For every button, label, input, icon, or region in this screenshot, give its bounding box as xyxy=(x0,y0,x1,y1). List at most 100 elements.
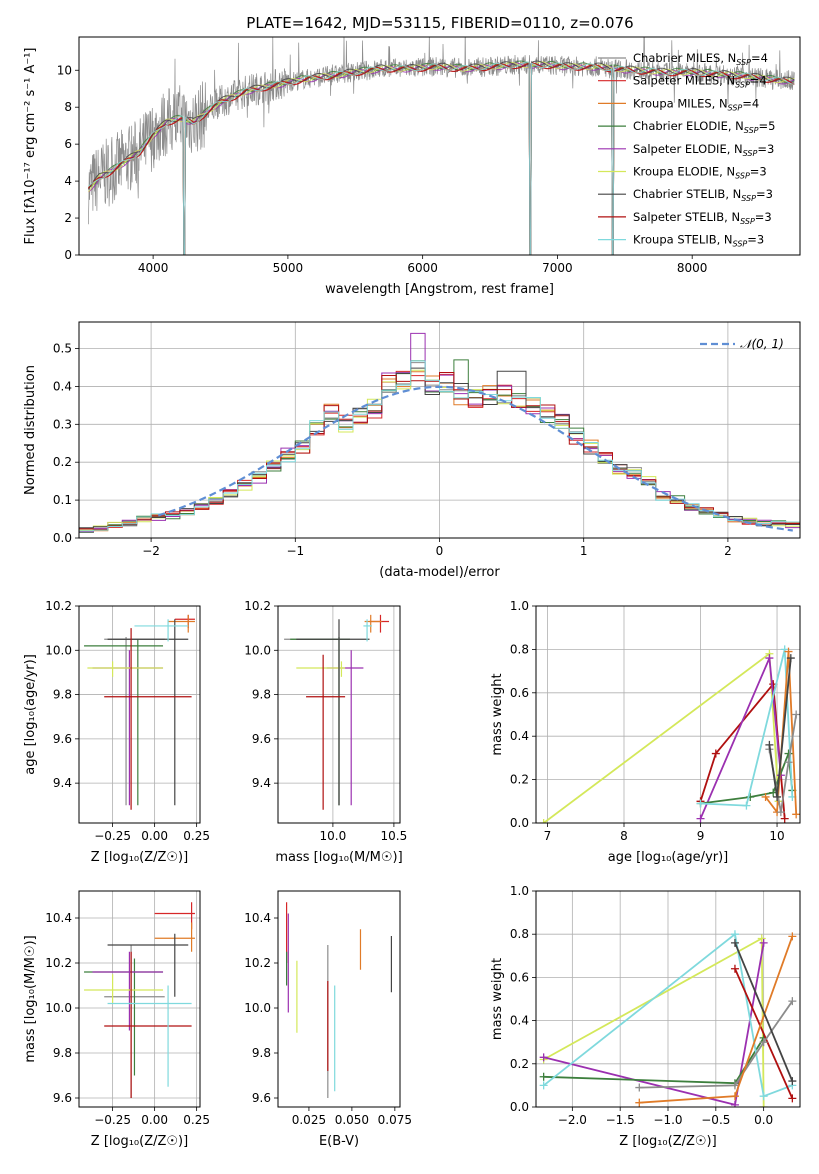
mass-weight-marker xyxy=(788,1077,797,1086)
age-vs-metallicity-ytick-label: 9.8 xyxy=(53,688,72,702)
mass-vs-metallicity-xtick-label: 0.00 xyxy=(141,1113,168,1127)
mass-vs-extinction-ytick-label: 9.8 xyxy=(252,1046,271,1060)
residual-histogram-xtick-label: 0 xyxy=(436,544,444,558)
normal-legend-label: 𝒩(0, 1) xyxy=(740,337,784,351)
age-vs-metallicity-xlabel: Z [log₁₀(Z/Z☉)] xyxy=(91,850,188,865)
mass-vs-metallicity-xtick-label: 0.25 xyxy=(183,1113,210,1127)
mass-weight-marker xyxy=(792,810,800,819)
age-vs-mass-xlabel: mass [log₁₀(M/M☉)] xyxy=(275,850,402,865)
mass-weight-vs-metallicity-xtick-label: −1.0 xyxy=(653,1113,682,1127)
model-spectrum-line xyxy=(88,61,795,255)
mass-vs-metallicity-ytick-label: 9.8 xyxy=(53,1046,72,1060)
mass-vs-metallicity-ytick-label: 10.2 xyxy=(45,956,72,970)
age-vs-mass-ytick-label: 10.0 xyxy=(244,643,271,657)
spectrum-xlabel: wavelength [Angstrom, rest frame] xyxy=(325,282,554,297)
age-vs-mass-frame xyxy=(277,605,401,824)
mass-weight-line xyxy=(543,932,793,1098)
age-vs-metallicity-xtick-label: −0.25 xyxy=(94,829,131,843)
mass-vs-metallicity-ytick-label: 10.0 xyxy=(45,1001,72,1015)
legend-label: Chabrier STELIB, NSSP=3 xyxy=(633,187,773,203)
residual-histogram-ytick-label: 0.0 xyxy=(53,531,72,545)
mass-weight-marker xyxy=(730,938,739,947)
mass-weight-marker xyxy=(539,819,548,823)
residual-histogram-xtick-label: −1 xyxy=(286,544,304,558)
model-spectrum-line xyxy=(88,61,795,255)
spectrum-ytick-label: 0 xyxy=(64,248,72,262)
residual-histogram-ytick-label: 0.5 xyxy=(53,342,72,356)
legend-label: Salpeter MILES, NSSP=4 xyxy=(633,74,767,90)
model-spectrum-line xyxy=(87,62,795,255)
legend-label: Kroupa STELIB, NSSP=3 xyxy=(633,233,764,249)
mass-weight-marker xyxy=(635,1098,644,1107)
age-vs-metallicity-crosses xyxy=(84,614,195,810)
legend-label: Kroupa ELODIE, NSSP=3 xyxy=(633,165,767,181)
mass-vs-extinction-panel: 0.025 0.050 0.075 9.6 9.8 10.0 10.2 10.4 E(B-V) xyxy=(244,890,412,1149)
mass-vs-metallicity-frame xyxy=(78,890,201,1108)
mass-weight-vs-metallicity-xtick-label: −0.5 xyxy=(701,1113,730,1127)
mass-weight-marker xyxy=(696,799,705,808)
mass-weight-marker xyxy=(759,1092,768,1101)
mass-weight-marker xyxy=(784,749,793,758)
mass-weight-vs-metallicity-xtick-label: 0.0 xyxy=(754,1113,773,1127)
figure-title: PLATE=1642, MJD=53115, FIBERID=0110, z=0… xyxy=(246,14,633,32)
mass-weight-marker xyxy=(788,997,797,1006)
mass-weight-vs-metallicity-ytick-label: 0.6 xyxy=(510,970,529,984)
model-spectrum-line xyxy=(88,62,795,255)
spectrum-panel: 4000 5000 6000 7000 8000 0 2 4 6 8 10 wavelength [A… xyxy=(23,36,801,297)
residual-histogram-xtick-label: 2 xyxy=(724,544,732,558)
mass-weight-marker xyxy=(730,930,739,939)
mass-weight-vs-metallicity-ytick-label: 0.2 xyxy=(510,1057,529,1071)
residual-histogram-ytick-label: 0.2 xyxy=(53,455,72,469)
age-vs-mass-ytick-label: 9.4 xyxy=(252,776,271,790)
mass-weight-line xyxy=(734,968,794,1099)
mass-weight-line xyxy=(734,942,794,1082)
mass-weight-marker xyxy=(776,808,785,817)
mass-weight-marker xyxy=(792,710,800,719)
mass-weight-marker xyxy=(759,938,768,947)
histogram-step-line xyxy=(79,367,800,529)
mass-weight-vs-age-panel: 7 8 9 10 0.0 0.2 0.4 0.6 0.8 1.0 age [log₁₀(age/yr… xyxy=(490,599,801,865)
mass-vs-extinction-ytick-label: 10.4 xyxy=(244,911,271,925)
histogram-steps xyxy=(79,332,800,533)
mass-weight-vs-metallicity-ytick-label: 0.4 xyxy=(510,1014,529,1028)
mass-weight-marker xyxy=(742,801,751,810)
mass-weight-vs-metallicity-xtick-label: −1.5 xyxy=(606,1113,635,1127)
mass-weight-marker xyxy=(788,932,797,941)
age-vs-mass-ytick-label: 10.2 xyxy=(244,599,271,613)
mass-weight-line xyxy=(700,649,794,807)
age-vs-metallicity-ytick-label: 9.4 xyxy=(53,776,72,790)
age-vs-metallicity-xtick-label: 0.25 xyxy=(183,829,210,843)
mass-weight-marker xyxy=(539,1053,548,1062)
mass-vs-metallicity-xlabel: Z [log₁₀(Z/Z☉)] xyxy=(91,1134,188,1149)
spectrum-ylabel: Flux [fλ10⁻¹⁷ erg cm⁻² s⁻¹ A⁻¹] xyxy=(23,48,38,245)
mass-weight-marker xyxy=(784,758,793,767)
mass-weight-vs-age-lines xyxy=(539,645,800,823)
spectrum-ytick-label: 2 xyxy=(64,211,72,225)
mass-vs-extinction-xtick-label: 0.025 xyxy=(292,1113,326,1127)
mass-weight-line xyxy=(543,936,765,1107)
spectrum-xtick-label: 6000 xyxy=(407,261,438,275)
mass-weight-vs-age-xlabel: age [log₁₀(age/yr)] xyxy=(608,850,729,865)
model-spectrum-line xyxy=(87,60,795,255)
mass-weight-vs-age-ytick-label: 1.0 xyxy=(510,599,529,613)
mass-weight-marker xyxy=(539,1081,548,1090)
mass-vs-extinction-ytick-label: 10.0 xyxy=(244,1001,271,1015)
mass-weight-marker xyxy=(788,1094,797,1103)
age-vs-mass-ytick-label: 9.8 xyxy=(252,688,271,702)
age-vs-metallicity-frame xyxy=(78,605,201,824)
mass-weight-vs-age-ytick-label: 0.6 xyxy=(510,686,529,700)
mass-vs-metallicity-ytick-label: 10.4 xyxy=(45,911,72,925)
spectrum-ytick-label: 6 xyxy=(64,137,72,151)
mass-weight-vs-age-xtick-label: 9 xyxy=(697,829,705,843)
spectrum-frame xyxy=(78,36,801,256)
mass-weight-marker xyxy=(759,1038,768,1047)
mass-weight-vs-age-ytick-label: 0.0 xyxy=(510,816,529,830)
residual-histogram-ytick-label: 0.3 xyxy=(53,417,72,431)
model-spectrum-line xyxy=(88,61,795,255)
legend-label: Chabrier MILES, NSSP=4 xyxy=(633,51,768,67)
mass-weight-vs-metallicity-ytick-label: 0.8 xyxy=(510,927,529,941)
mass-weight-vs-age-xtick-label: 7 xyxy=(544,829,552,843)
mass-vs-extinction-ytick-label: 9.6 xyxy=(252,1091,271,1105)
mass-weight-vs-metallicity-ytick-label: 0.0 xyxy=(510,1100,529,1114)
